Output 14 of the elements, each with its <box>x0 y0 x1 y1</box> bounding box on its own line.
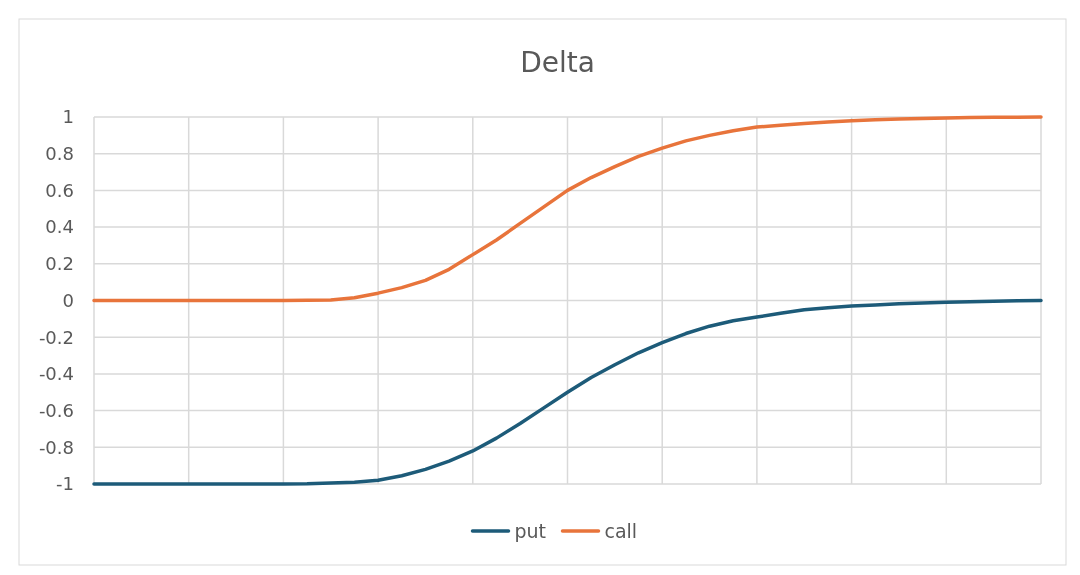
y-tick-label: -0.4 <box>38 363 74 385</box>
y-tick-label: 0.4 <box>45 216 74 238</box>
y-tick-label: 1 <box>62 106 74 128</box>
y-tick-label: -0.2 <box>38 326 74 348</box>
y-tick-label: -0.6 <box>38 399 74 421</box>
y-tick-label: 0 <box>62 289 74 311</box>
legend-label: call <box>604 519 638 542</box>
chart-title: Delta <box>520 46 595 79</box>
y-tick-label: 0.2 <box>45 253 74 275</box>
y-tick-label: -1 <box>56 473 74 495</box>
y-tick-label: 0.8 <box>45 143 74 164</box>
y-tick-label: -0.8 <box>38 436 74 458</box>
y-tick-label: 0.6 <box>45 179 74 201</box>
legend-label: put <box>514 519 547 542</box>
